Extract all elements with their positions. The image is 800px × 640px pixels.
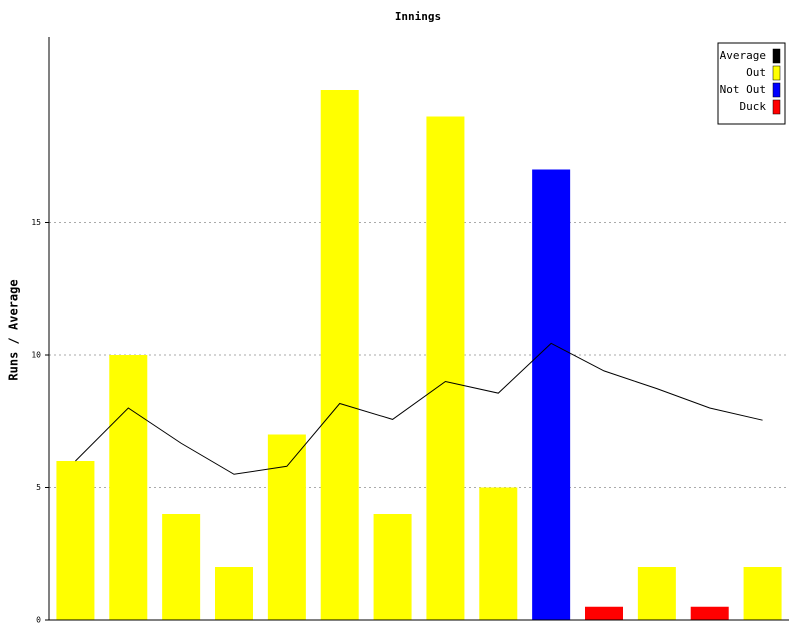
bar xyxy=(743,567,782,620)
legend-swatch xyxy=(772,48,781,64)
bar xyxy=(426,116,465,620)
legend-swatch xyxy=(772,65,781,81)
bar xyxy=(267,434,306,620)
legend-swatch xyxy=(772,99,781,115)
legend-label: Out xyxy=(746,66,766,79)
bar xyxy=(320,90,359,620)
average-line xyxy=(75,342,763,475)
bar xyxy=(109,355,148,620)
bar xyxy=(215,567,253,620)
bar xyxy=(637,567,676,620)
legend-label: Not Out xyxy=(720,83,766,96)
chart-title: Innings xyxy=(395,10,441,23)
bar xyxy=(162,514,201,620)
bar xyxy=(373,514,412,620)
y-tick-label: 5 xyxy=(36,483,41,492)
y-tick-label: 0 xyxy=(36,616,41,625)
bar xyxy=(532,169,571,620)
legend-swatch xyxy=(772,82,781,98)
bar xyxy=(479,487,518,620)
legend-label: Duck xyxy=(740,100,767,113)
legend-label: Average xyxy=(720,49,766,62)
y-tick-label: 10 xyxy=(31,351,41,360)
bar xyxy=(56,461,95,620)
bar xyxy=(585,606,623,620)
bar xyxy=(690,606,729,620)
y-axis-label: Runs / Average xyxy=(7,279,21,380)
y-tick-label: 15 xyxy=(31,218,41,227)
